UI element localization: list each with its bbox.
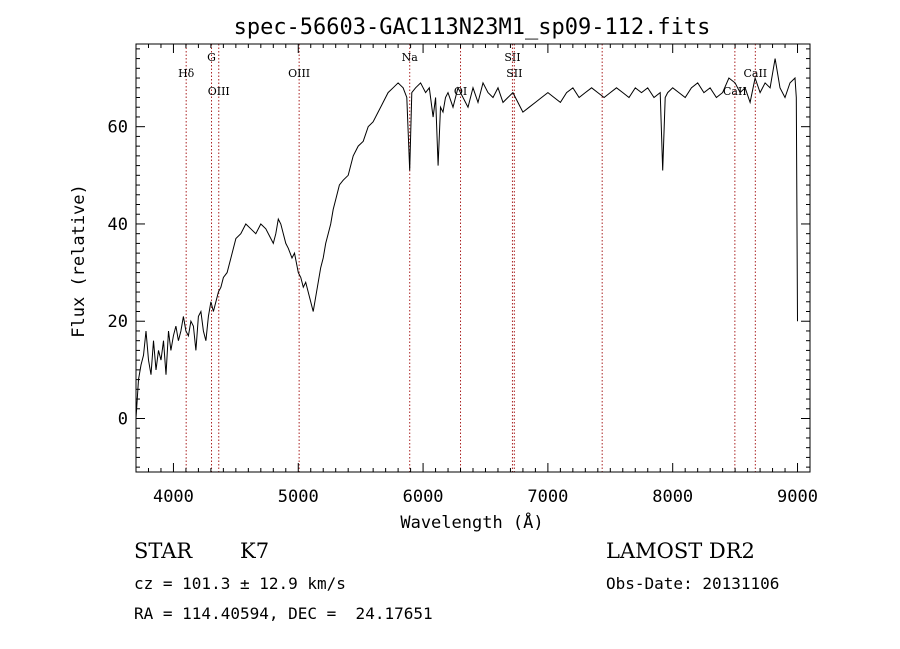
line-marker-label: SII [506, 67, 522, 80]
plot-frame [135, 43, 811, 473]
x-tick-label: 4000 [153, 487, 194, 507]
object-subclass: K7 [240, 539, 270, 563]
line-marker-label: OI [454, 85, 467, 98]
line-marker-label: OIII [288, 67, 310, 80]
y-tick-label: 40 [108, 215, 128, 235]
line-marker-label: SII [504, 51, 520, 64]
chart-title: spec-56603-GAC113N23M1_sp09-112.fits [234, 15, 711, 40]
x-tick-label: 7000 [527, 487, 568, 507]
spectrum-line [135, 58, 798, 419]
x-axis: 4000 5000 6000 7000 8000 9000 [147, 44, 818, 507]
line-marker-label: Na [402, 51, 419, 64]
line-markers: Hδ G OIII OIII Na OI SII SII CaII CaII [178, 44, 767, 472]
line-marker-label: CaII [723, 85, 747, 98]
x-axis-label: Wavelength (Å) [400, 511, 543, 533]
x-tick-label: 5000 [278, 487, 319, 507]
x-tick-label: 9000 [777, 487, 818, 507]
line-marker-label: OIII [208, 85, 230, 98]
x-tick-label: 8000 [652, 487, 693, 507]
x-tick-label: 6000 [403, 487, 444, 507]
redshift-value: cz = 101.3 ± 12.9 km/s [134, 574, 346, 593]
y-tick-label: 0 [118, 410, 128, 430]
line-marker-label: G [207, 51, 216, 64]
y-axis-label: Flux (relative) [69, 184, 89, 338]
survey-label: LAMOST DR2 [606, 539, 755, 563]
line-marker-label: CaII [743, 67, 767, 80]
line-marker-label: Hδ [178, 67, 195, 80]
y-tick-label: 60 [108, 118, 128, 138]
object-class: STAR [134, 539, 193, 563]
coordinates: RA = 114.40594, DEC = 24.17651 [134, 604, 433, 623]
y-axis: 0 20 40 60 [108, 48, 810, 468]
obs-date: Obs-Date: 20131106 [606, 574, 780, 593]
y-tick-label: 20 [108, 312, 128, 332]
